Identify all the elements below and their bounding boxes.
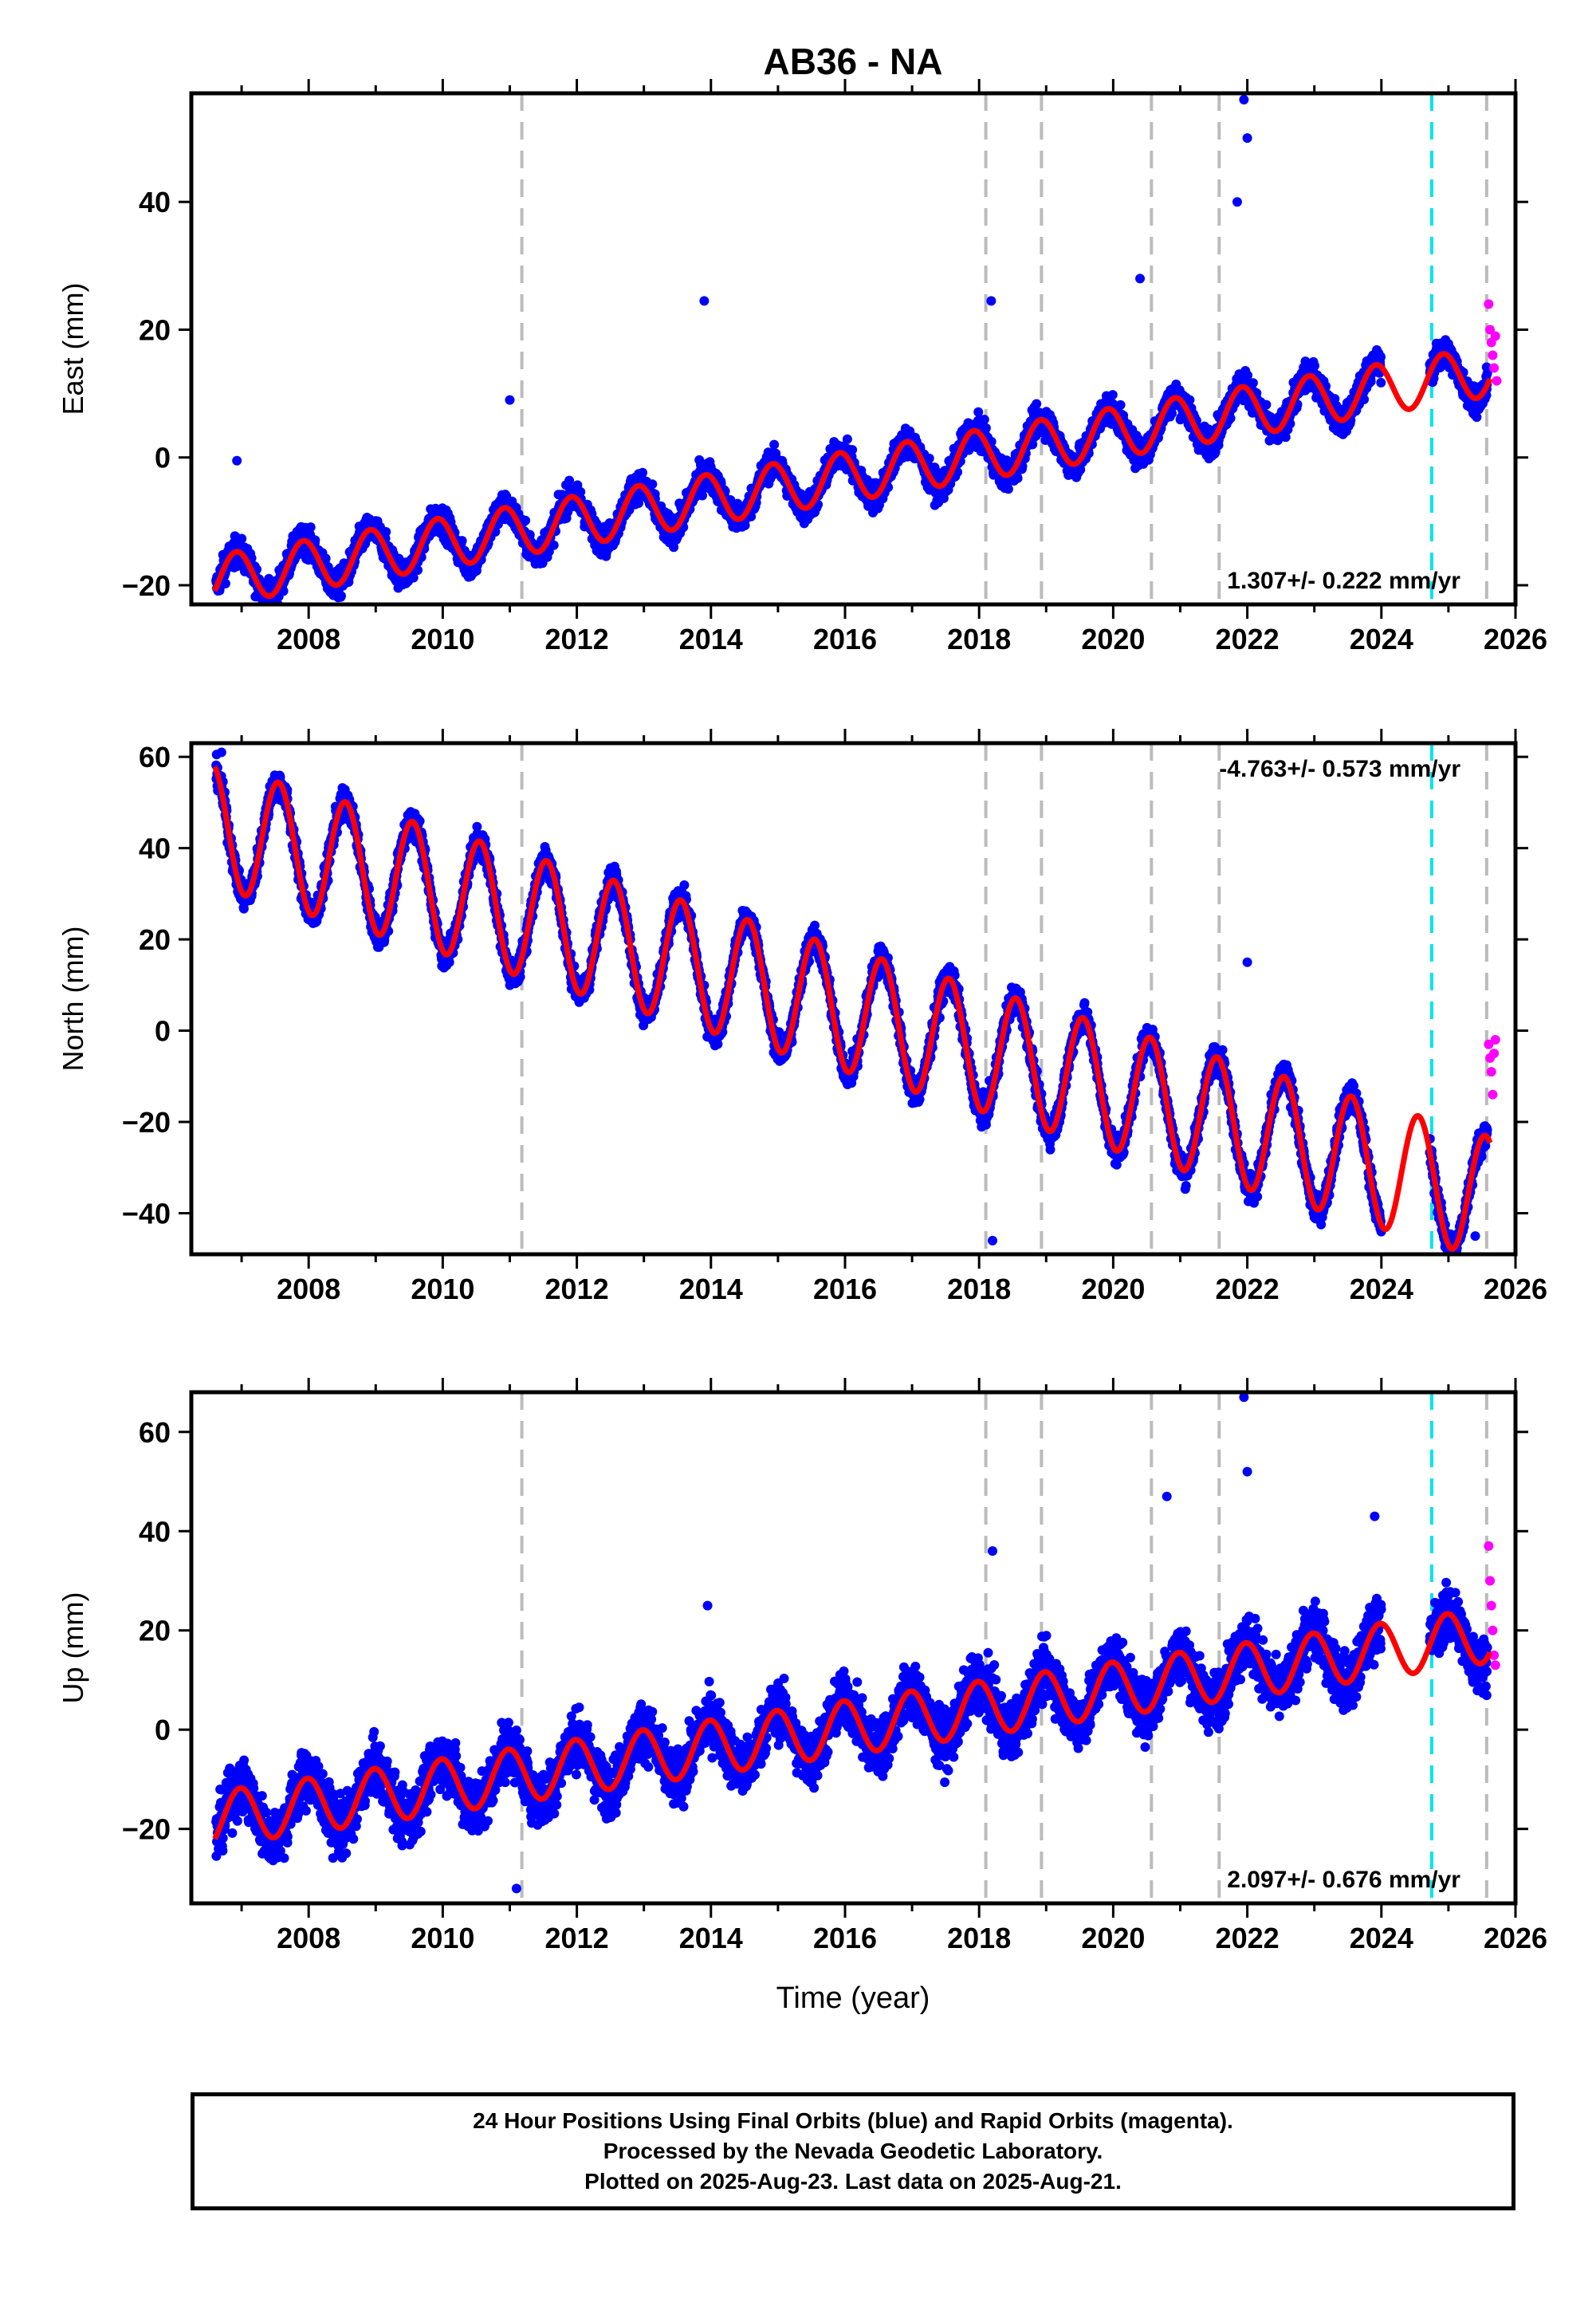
data-point: [1167, 408, 1177, 419]
data-point: [979, 415, 989, 425]
data-point: [842, 434, 852, 444]
data-point: [1012, 473, 1023, 483]
data-point: [305, 522, 316, 533]
data-point: [220, 578, 230, 588]
data-point: [408, 573, 419, 583]
data-point: [847, 445, 858, 455]
data-point: [1185, 395, 1195, 405]
data-point: [647, 479, 658, 490]
data-point: [1248, 378, 1258, 388]
data-point: [548, 540, 559, 550]
data-point: [237, 533, 247, 544]
panel-1: 2008 2010 2012 2014 2016 2018 2020 2022 2024 2026…: [57, 79, 1547, 655]
data-point: [769, 439, 780, 450]
data-point: [457, 536, 467, 546]
data-point: [740, 520, 750, 530]
data-point: [1003, 484, 1013, 494]
data-point: [669, 542, 679, 553]
data-point: [634, 498, 643, 508]
x-axis-label: Time (year): [776, 1981, 930, 2015]
data-point: [1032, 399, 1042, 409]
panel-plot-area: [211, 93, 1502, 619]
data-point: [381, 527, 391, 537]
data-point: [1107, 390, 1118, 400]
chart-title: AB36 - NA: [764, 41, 943, 82]
data-point: [698, 490, 707, 501]
data-point: [576, 486, 586, 497]
data-point: [564, 475, 575, 486]
data-point: [413, 565, 423, 575]
data-point: [278, 586, 289, 596]
data-point: [1261, 399, 1272, 410]
data-point: [638, 467, 647, 478]
data-point: [1376, 352, 1386, 362]
data-point: [336, 591, 346, 601]
data-point: [1115, 399, 1126, 410]
data-point: [1310, 360, 1319, 371]
data-point: [310, 535, 320, 545]
data-point: [981, 423, 991, 433]
data-point: [262, 609, 272, 619]
data-point: [1376, 377, 1386, 388]
data-point: [521, 515, 531, 525]
data-point: [320, 553, 331, 564]
data-point: [924, 453, 934, 463]
